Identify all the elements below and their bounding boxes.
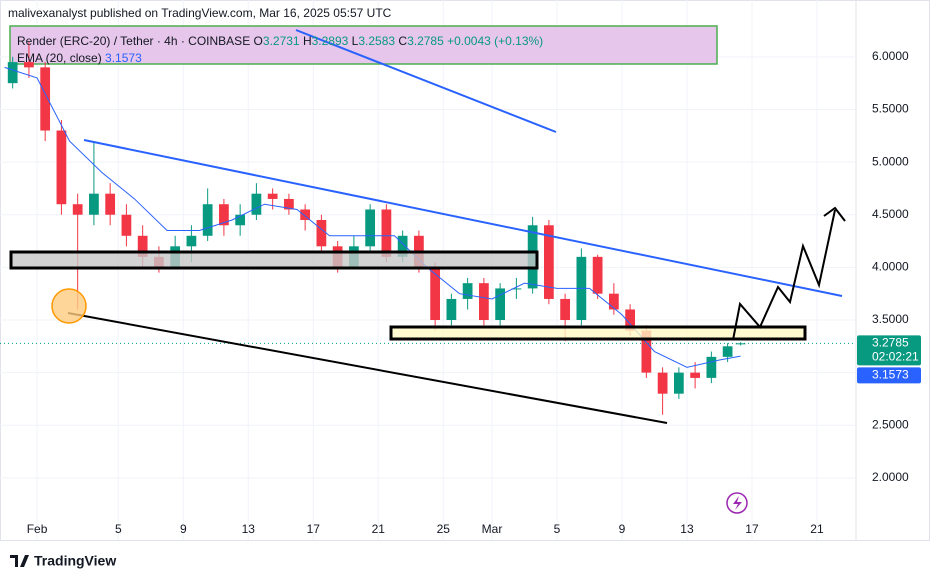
highlight-circle <box>51 288 87 324</box>
candle-body <box>24 62 34 68</box>
candle-body <box>186 235 197 247</box>
ema-badge <box>857 367 921 384</box>
x-tick-label: Mar <box>482 522 503 536</box>
candle-body <box>267 193 278 199</box>
candle-body <box>511 288 522 290</box>
x-tick-label: 25 <box>437 522 451 536</box>
candle-body <box>690 372 700 378</box>
candle-body <box>137 235 148 257</box>
candle-body <box>560 298 570 320</box>
y-tick-label: 5.0000 <box>872 154 909 168</box>
frame <box>0 0 930 541</box>
x-tick-label: 13 <box>680 522 694 536</box>
y-tick-label: 6.0000 <box>872 49 909 63</box>
legend-box <box>9 25 718 65</box>
y-tick-label: 3.5000 <box>872 312 909 326</box>
price-badge <box>857 335 921 366</box>
candle-body <box>219 204 229 226</box>
candle-body <box>40 67 51 131</box>
candle-body <box>7 62 18 84</box>
legend-text: 3.1573 <box>105 51 142 65</box>
candle-body <box>397 235 408 257</box>
candle-body <box>722 346 733 357</box>
x-tick-label: 5 <box>554 522 561 536</box>
x-tick-label: 17 <box>307 522 321 536</box>
candle-body <box>673 372 684 394</box>
ema-badge-text: 3.1573 <box>872 367 909 381</box>
ema-line <box>4 66 741 368</box>
candle-body <box>202 204 213 236</box>
candle-body <box>479 283 489 320</box>
legend-text: O <box>254 34 263 48</box>
support-zone <box>389 325 807 341</box>
resistance-zone <box>9 250 539 270</box>
candle-body <box>657 372 668 394</box>
legend-text: 3.2785 <box>407 34 444 48</box>
legend-text: H <box>303 34 312 48</box>
candle-body <box>625 309 635 331</box>
y-tick-label: 2.0000 <box>872 470 909 484</box>
projection-path <box>732 209 836 341</box>
x-tick-label: 17 <box>745 522 759 536</box>
y-tick-label: 5.5000 <box>872 102 909 116</box>
candle-body <box>706 356 717 378</box>
legend-text: 3.2583 <box>358 34 395 48</box>
candle-body <box>462 283 473 299</box>
brand-logo <box>10 555 29 567</box>
x-tick-label: 9 <box>619 522 626 536</box>
x-tick-label: 21 <box>810 522 824 536</box>
x-tick-label: 13 <box>242 522 256 536</box>
candle-body <box>641 330 652 373</box>
candle-body <box>89 193 99 215</box>
event-icon[interactable] <box>726 492 748 514</box>
legend-text: C <box>398 34 407 48</box>
x-tick-label: 21 <box>372 522 386 536</box>
publish-info: malivexanalyst published on TradingView.… <box>8 6 392 20</box>
legend-text: L <box>352 34 359 48</box>
brand: TradingView <box>34 553 116 569</box>
candle-body <box>365 209 376 247</box>
legend-line: Render (ERC-20) / Tether · 4h · COINBASE… <box>17 34 543 48</box>
legend-text: Render (ERC-20) / Tether · 4h · COINBASE <box>17 34 250 48</box>
legend-text: EMA (20, close) <box>17 51 102 65</box>
trendline <box>67 312 668 424</box>
legend-text: 3.2731 <box>263 34 300 48</box>
legend-ema: EMA (20, close) 3.1573 <box>17 51 142 65</box>
candle-body <box>56 130 67 205</box>
candle-body <box>105 193 116 215</box>
candle-body <box>544 225 554 299</box>
candle-body <box>72 204 83 215</box>
candle-body <box>121 214 132 236</box>
arrow-head <box>823 206 846 222</box>
candle-body <box>381 209 392 257</box>
candle-body <box>284 198 294 210</box>
y-tick-label: 4.0000 <box>872 260 909 274</box>
candle-body <box>608 293 619 310</box>
countdown-text: 02:02:21 <box>872 349 919 363</box>
y-tick-label: 4.5000 <box>872 207 909 221</box>
candle-body <box>430 267 441 320</box>
candle-body <box>495 288 506 320</box>
candle-body <box>446 298 457 320</box>
legend-text: 3.2893 <box>312 34 349 48</box>
legend-text: +0.0043 (+0.13%) <box>447 34 543 48</box>
candle-body <box>251 193 262 215</box>
x-tick-label: 5 <box>115 522 122 536</box>
candle-body <box>592 256 603 294</box>
candle-body <box>300 209 311 220</box>
x-tick-label: Feb <box>27 522 48 536</box>
trendline <box>83 139 843 297</box>
x-tick-label: 9 <box>180 522 187 536</box>
trendline <box>295 29 557 133</box>
candle-body <box>235 214 246 226</box>
event-bolt <box>733 496 742 510</box>
y-tick-label: 2.5000 <box>872 417 909 431</box>
price-badge-text: 3.2785 <box>872 335 909 349</box>
candle-body <box>316 220 327 247</box>
